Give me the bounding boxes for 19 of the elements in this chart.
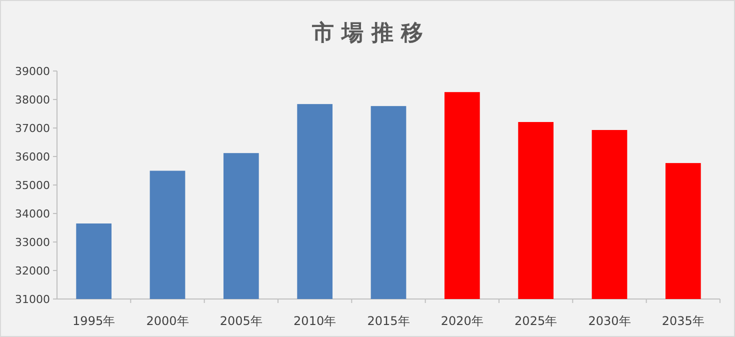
y-tick-label: 38000 [15, 94, 50, 106]
y-tick-label: 36000 [15, 150, 50, 164]
y-tick-label: 34000 [15, 208, 50, 220]
x-tick-label: 2020年 [440, 314, 484, 328]
x-tick-label: 2005年 [220, 314, 262, 328]
x-tick-label: 2000年 [146, 314, 189, 328]
y-tick-label: 39000 [15, 65, 50, 78]
x-tick-label: 2010年 [294, 314, 336, 328]
x-tick-label: 2025年 [514, 314, 558, 328]
y-tick-label: 32000 [15, 264, 50, 278]
x-tick-label: 1995年 [72, 314, 116, 328]
y-tick-label: 33000 [15, 236, 50, 249]
title: 市 場 推 移 [312, 21, 423, 46]
y-tick-label: 35000 [15, 179, 50, 192]
x-tick-label: 2030年 [588, 314, 631, 328]
x-tick-label: 2035年 [662, 314, 704, 328]
y-tick-label: 31000 [15, 293, 50, 306]
x-tick-label: 2015年 [367, 314, 410, 328]
y-tick-label: 37000 [15, 122, 50, 135]
